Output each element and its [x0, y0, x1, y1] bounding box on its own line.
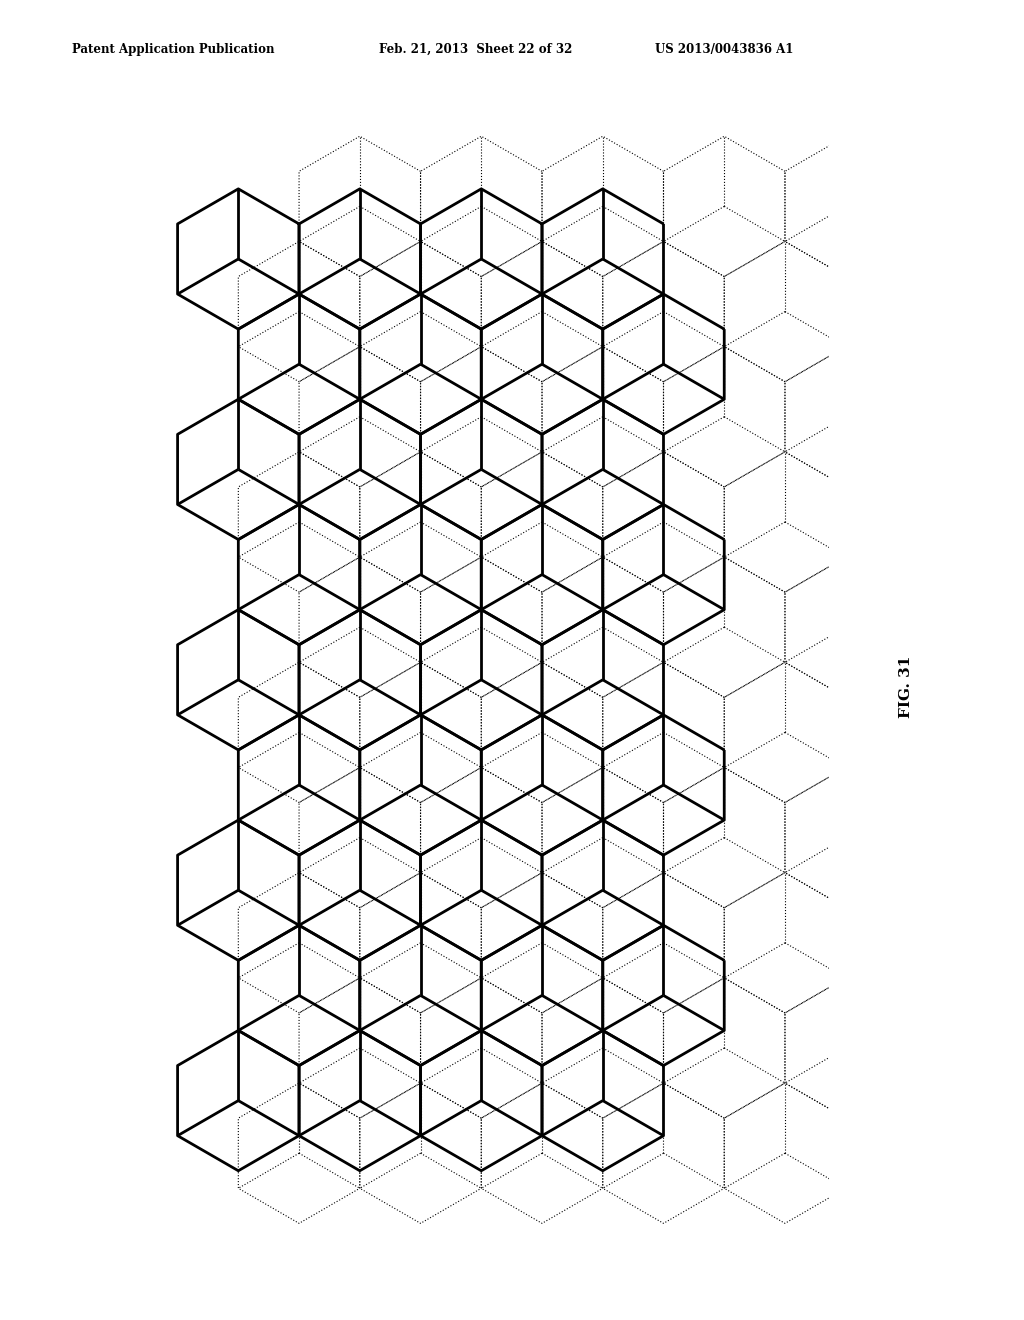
Text: Patent Application Publication: Patent Application Publication [72, 42, 274, 55]
Text: US 2013/0043836 A1: US 2013/0043836 A1 [655, 42, 794, 55]
Text: Feb. 21, 2013  Sheet 22 of 32: Feb. 21, 2013 Sheet 22 of 32 [379, 42, 572, 55]
Text: FIG. 31: FIG. 31 [899, 655, 913, 718]
